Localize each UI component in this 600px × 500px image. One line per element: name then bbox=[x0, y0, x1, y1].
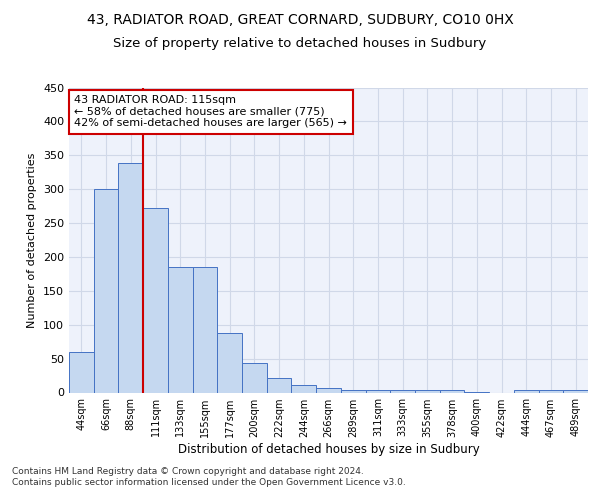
Bar bbox=[415, 390, 440, 392]
Bar bbox=[267, 378, 292, 392]
Bar bbox=[118, 164, 143, 392]
Bar bbox=[217, 333, 242, 392]
Bar bbox=[563, 390, 588, 392]
Bar bbox=[168, 267, 193, 392]
Bar bbox=[242, 362, 267, 392]
Text: Distribution of detached houses by size in Sudbury: Distribution of detached houses by size … bbox=[178, 442, 479, 456]
Bar bbox=[94, 189, 118, 392]
Y-axis label: Number of detached properties: Number of detached properties bbox=[28, 152, 37, 328]
Bar bbox=[341, 390, 365, 392]
Text: Contains HM Land Registry data © Crown copyright and database right 2024.
Contai: Contains HM Land Registry data © Crown c… bbox=[12, 468, 406, 487]
Bar bbox=[292, 385, 316, 392]
Text: 43, RADIATOR ROAD, GREAT CORNARD, SUDBURY, CO10 0HX: 43, RADIATOR ROAD, GREAT CORNARD, SUDBUR… bbox=[86, 12, 514, 26]
Bar bbox=[193, 267, 217, 392]
Bar bbox=[390, 390, 415, 392]
Bar bbox=[69, 352, 94, 393]
Text: 43 RADIATOR ROAD: 115sqm
← 58% of detached houses are smaller (775)
42% of semi-: 43 RADIATOR ROAD: 115sqm ← 58% of detach… bbox=[74, 95, 347, 128]
Bar bbox=[143, 208, 168, 392]
Bar bbox=[316, 388, 341, 392]
Bar bbox=[539, 390, 563, 392]
Bar bbox=[365, 390, 390, 392]
Text: Size of property relative to detached houses in Sudbury: Size of property relative to detached ho… bbox=[113, 38, 487, 51]
Bar bbox=[514, 390, 539, 392]
Bar bbox=[440, 390, 464, 392]
